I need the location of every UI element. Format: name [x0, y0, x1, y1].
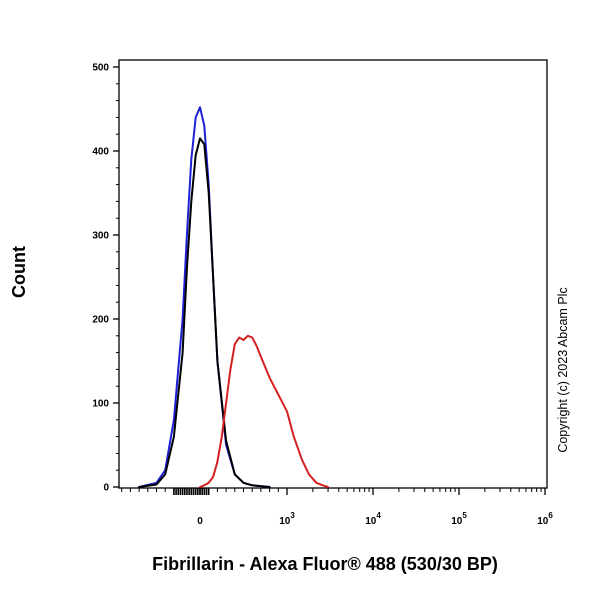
- y-tick-label: 200: [92, 315, 109, 326]
- x-tick-label: 105: [451, 511, 467, 527]
- y-tick-label: 300: [92, 231, 109, 242]
- series-line-3: [199, 334, 329, 488]
- y-tick-label: 0: [103, 483, 109, 494]
- plot-border: [118, 59, 548, 489]
- x-tick-label: 103: [279, 511, 295, 527]
- y-axis: 0 100 200 300 400 500: [92, 63, 119, 494]
- x-tick-label: 0: [197, 516, 203, 527]
- x-tick-label: 104: [365, 511, 381, 527]
- series-line-2: [138, 137, 271, 488]
- x-tick-label: 106: [537, 511, 553, 527]
- x-axis: 0 103 104 105 106: [121, 488, 553, 527]
- series-line-1: [138, 106, 271, 488]
- y-tick-label: 500: [92, 63, 109, 74]
- series-layer: [138, 106, 329, 488]
- y-tick-label: 100: [92, 399, 109, 410]
- y-tick-label: 400: [92, 147, 109, 158]
- copyright-notice: Copyright (c) 2023 Abcam Plc: [556, 287, 570, 452]
- x-axis-label: Fibrillarin - Alexa Fluor® 488 (530/30 B…: [152, 554, 498, 574]
- y-axis-label: Count: [9, 246, 29, 298]
- plot-frame: [118, 59, 548, 489]
